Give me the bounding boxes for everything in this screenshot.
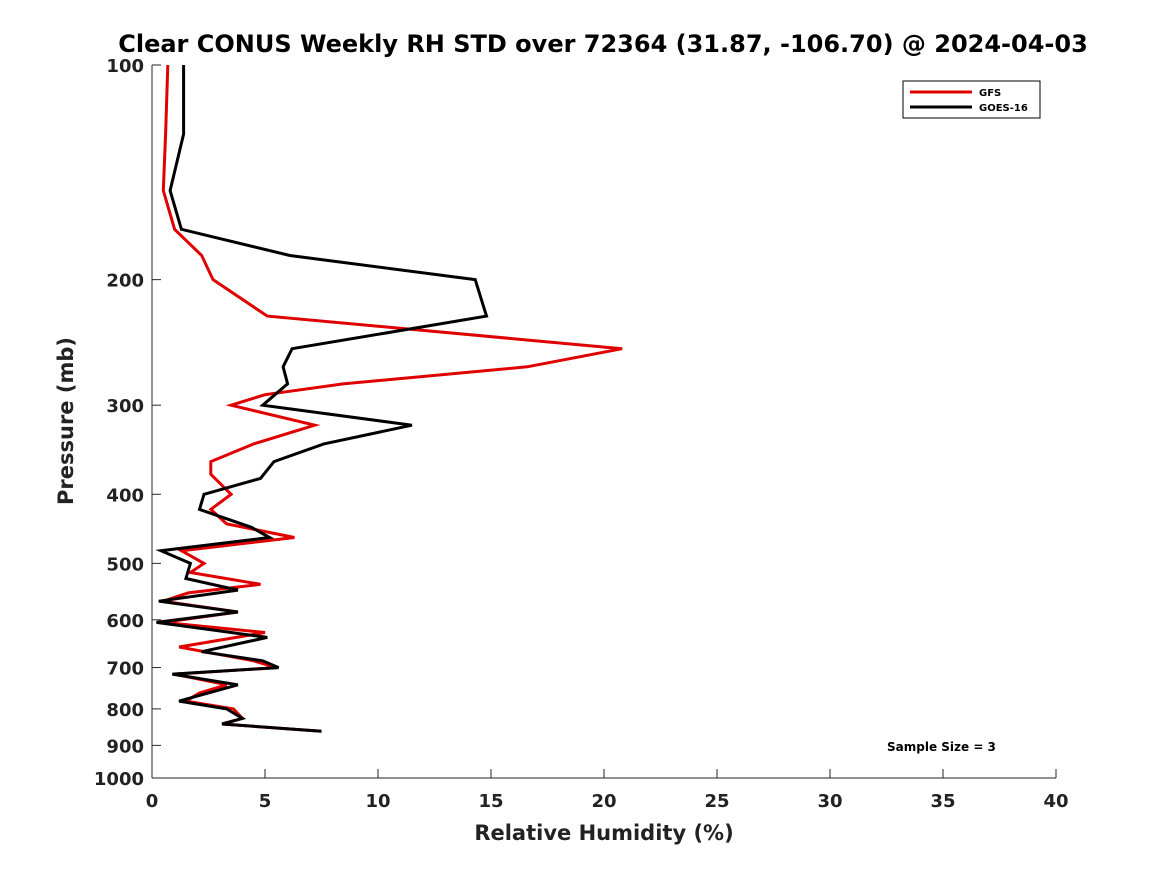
y-tick-label: 200: [106, 271, 144, 292]
y-tick-label: 500: [106, 554, 144, 575]
y-axis-ticks: 100 200 300 400 500 600 700 800 900 1000: [94, 56, 161, 790]
x-tick-label: 40: [1043, 791, 1068, 812]
chart-title: Clear CONUS Weekly RH STD over 72364 (31…: [118, 30, 1088, 58]
legend-label-goes16: GOES-16: [979, 103, 1028, 114]
x-tick-label: 35: [930, 791, 955, 812]
y-tick-label: 700: [106, 659, 144, 680]
y-tick-label: 100: [106, 56, 144, 77]
y-tick-label: 1000: [94, 769, 144, 790]
y-tick-label: 600: [106, 611, 144, 632]
legend: GFS GOES-16: [902, 80, 1041, 119]
x-tick-label: 25: [704, 791, 729, 812]
plot-background: [152, 65, 1056, 778]
series-lines: [155, 64, 623, 733]
x-tick-label: 30: [817, 791, 842, 812]
x-axis-label: Relative Humidity (%): [474, 821, 733, 845]
x-axis-ticks: 0 5 10 15 20 25 30 35 40: [146, 769, 1069, 812]
legend-label-gfs: GFS: [979, 88, 1001, 99]
series-line-goes16: [155, 65, 489, 733]
x-tick-label: 5: [259, 791, 272, 812]
y-tick-label: 400: [106, 485, 144, 506]
y-tick-label: 800: [106, 700, 144, 721]
x-tick-label: 0: [146, 791, 159, 812]
x-tick-label: 10: [365, 791, 390, 812]
y-tick-label: 900: [106, 736, 144, 757]
sample-size-annotation: Sample Size = 3: [887, 740, 996, 754]
y-axis-label: Pressure (mb): [54, 337, 78, 505]
y-tick-label: 300: [106, 396, 144, 417]
x-tick-label: 20: [591, 791, 616, 812]
x-tick-label: 15: [478, 791, 503, 812]
plot-area: [151, 65, 1056, 779]
legend-box: [902, 80, 1041, 119]
